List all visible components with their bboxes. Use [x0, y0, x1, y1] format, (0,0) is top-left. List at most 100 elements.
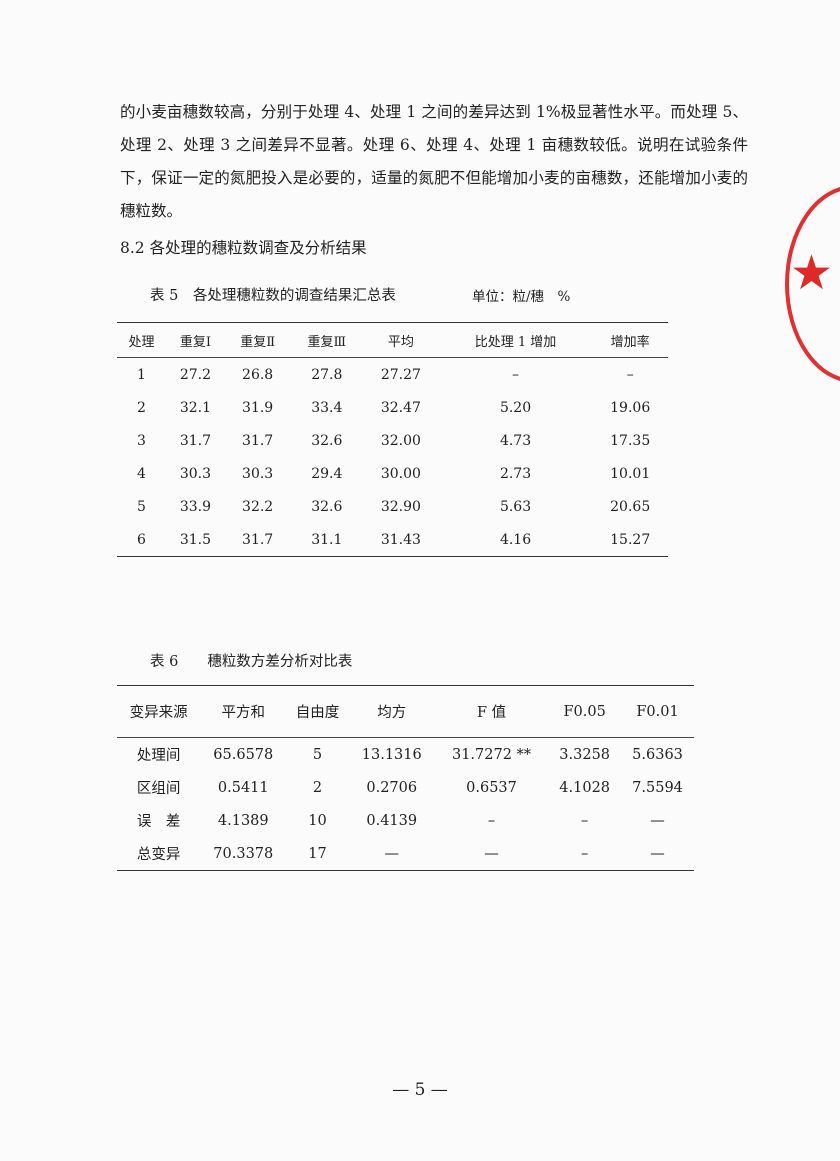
table-cell: 1 [137, 366, 146, 383]
table-cell: 29.4 [311, 465, 343, 482]
table-cell: – [512, 366, 520, 383]
table-cell: 32.1 [179, 399, 211, 416]
table-cell: 65.6578 [213, 746, 274, 763]
table-cell: 10 [308, 812, 327, 829]
table-cell: 6 [137, 531, 146, 548]
table-cell: 32.47 [380, 399, 421, 416]
table-cell: 5 [137, 498, 146, 515]
column-header: 比处理 1 增加 [438, 322, 593, 358]
column-header: 重复Ⅲ [290, 322, 364, 358]
table-cell: 区组间 [136, 781, 181, 797]
table-row: 1 27.2 26.8 27.8 27.27 – – [117, 358, 668, 392]
table-cell: 31.7272 ** [451, 746, 532, 763]
table-cell: – [581, 812, 589, 829]
table-cell: 31.5 [179, 531, 211, 548]
table-cell: 4.16 [499, 531, 532, 548]
table-cell: 4.73 [499, 432, 532, 449]
table-cell: 32.6 [311, 498, 343, 515]
table-cell: – [487, 812, 496, 829]
section-heading: 8.2 各处理的穗粒数调查及分析结果 [120, 239, 367, 257]
table-cell: 处理间 [136, 748, 181, 764]
column-header: 重复Ⅱ [224, 322, 291, 358]
table-cell: 32.00 [380, 432, 421, 449]
table-cell: 17 [308, 845, 327, 862]
table-cell: 13.1316 [361, 746, 422, 763]
table-cell: 33.9 [179, 498, 211, 515]
table-cell: 19.06 [610, 399, 651, 416]
table-cell: 0.2706 [366, 779, 418, 796]
table-cell: 4.1389 [217, 812, 269, 829]
table-cell: 2 [312, 779, 323, 796]
table5: 处理 重复Ⅰ 重复Ⅱ 重复Ⅲ 平均 比处理 1 增加 增加率 1 27.2 26.8 27.8 27.… [117, 322, 668, 557]
table-row: 5 33.9 32.2 32.6 32.90 5.63 20.65 [117, 490, 668, 523]
table-cell: 7.5594 [632, 779, 683, 796]
table-row: 总变异 70.3378 17 — — – — [117, 837, 694, 871]
column-header: 处理 [117, 322, 167, 358]
column-header: 自由度 [286, 685, 349, 738]
column-header: 变异来源 [117, 685, 201, 738]
table-cell: 30.00 [380, 465, 421, 482]
table-cell: 2 [137, 399, 146, 416]
table-cell: 27.2 [179, 366, 211, 383]
table-cell: 3 [137, 432, 146, 449]
column-header: 平均 [363, 322, 439, 358]
table-cell: 2.73 [499, 465, 532, 482]
table-cell: 32.90 [380, 498, 421, 515]
table5-caption: 表 5 各处理穗粒数的调查结果汇总表 [150, 288, 396, 304]
table-cell: 26.8 [242, 366, 274, 383]
table-cell: — [650, 845, 665, 862]
table-cell: 0.6537 [466, 779, 517, 796]
table-cell: 0.4139 [366, 812, 418, 829]
table-cell: 27.8 [311, 366, 343, 383]
table-cell: 70.3378 [213, 845, 274, 862]
table-cell: 5.20 [499, 399, 532, 416]
table-cell: — [650, 812, 665, 829]
table-row: 区组间 0.5411 2 0.2706 0.6537 4.1028 7.5594 [117, 771, 694, 804]
table-cell: 4.1028 [559, 779, 611, 796]
column-header: 平方和 [200, 685, 287, 738]
table6: 变异来源 平方和 自由度 均方 F 值 F0.05 F0.01 处理间 65.6578 5 13.1… [117, 685, 694, 871]
table-row: 2 32.1 31.9 33.4 32.47 5.20 19.06 [117, 391, 668, 424]
table-cell: 31.1 [311, 531, 343, 548]
table-cell: 0.5411 [217, 779, 269, 796]
table5-unit: 单位：粒/穗 % [472, 289, 571, 305]
column-header: 重复Ⅰ [166, 322, 225, 358]
table-cell: 5.6363 [632, 746, 683, 763]
table-row: 误 差 4.1389 10 0.4139 – – — [117, 804, 694, 837]
table-cell: 4 [137, 465, 146, 482]
table-cell: 20.65 [610, 498, 651, 515]
column-header: F0.05 [548, 685, 622, 738]
column-header: F 值 [434, 685, 549, 738]
table-cell: 3.3258 [559, 746, 611, 763]
table-cell: 10.01 [610, 465, 651, 482]
column-header: 增加率 [592, 322, 668, 358]
table-cell: – [581, 845, 589, 862]
table-row: 4 30.3 30.3 29.4 30.00 2.73 10.01 [117, 457, 668, 490]
table-cell: 31.9 [242, 399, 274, 416]
column-header: F0.01 [621, 685, 694, 738]
table6-caption: 表 6 穗粒数方差分析对比表 [150, 654, 353, 670]
page-number: — 5 — [392, 1080, 448, 1100]
table-cell: 31.43 [380, 531, 421, 548]
body-paragraph: 的小麦亩穗数较高，分别于处理 4、处理 1 之间的差异达到 1%极显著性水平。而… [120, 103, 748, 220]
star-icon: ★ [790, 245, 834, 301]
table-cell: 30.3 [179, 465, 211, 482]
table-cell: 31.7 [179, 432, 211, 449]
table-row: 处理间 65.6578 5 13.1316 31.7272 ** 3.3258 5.6363 [117, 738, 694, 772]
table-cell: 31.7 [242, 432, 274, 449]
table-cell: 32.6 [311, 432, 343, 449]
table-cell: 5 [312, 746, 323, 763]
table-cell: 32.2 [242, 498, 274, 515]
table-cell: — [484, 845, 499, 862]
table-cell: 总变异 [136, 847, 181, 863]
table-cell: 15.27 [610, 531, 651, 548]
table-cell: 误 差 [136, 814, 181, 830]
table-cell: 27.27 [380, 366, 421, 383]
table-cell: 33.4 [311, 399, 343, 416]
table-row: 3 31.7 31.7 32.6 32.00 4.73 17.35 [117, 424, 668, 457]
table-cell: — [384, 845, 400, 862]
table-cell: 30.3 [242, 465, 274, 482]
table-cell: – [626, 366, 634, 383]
column-header: 均方 [348, 685, 435, 738]
